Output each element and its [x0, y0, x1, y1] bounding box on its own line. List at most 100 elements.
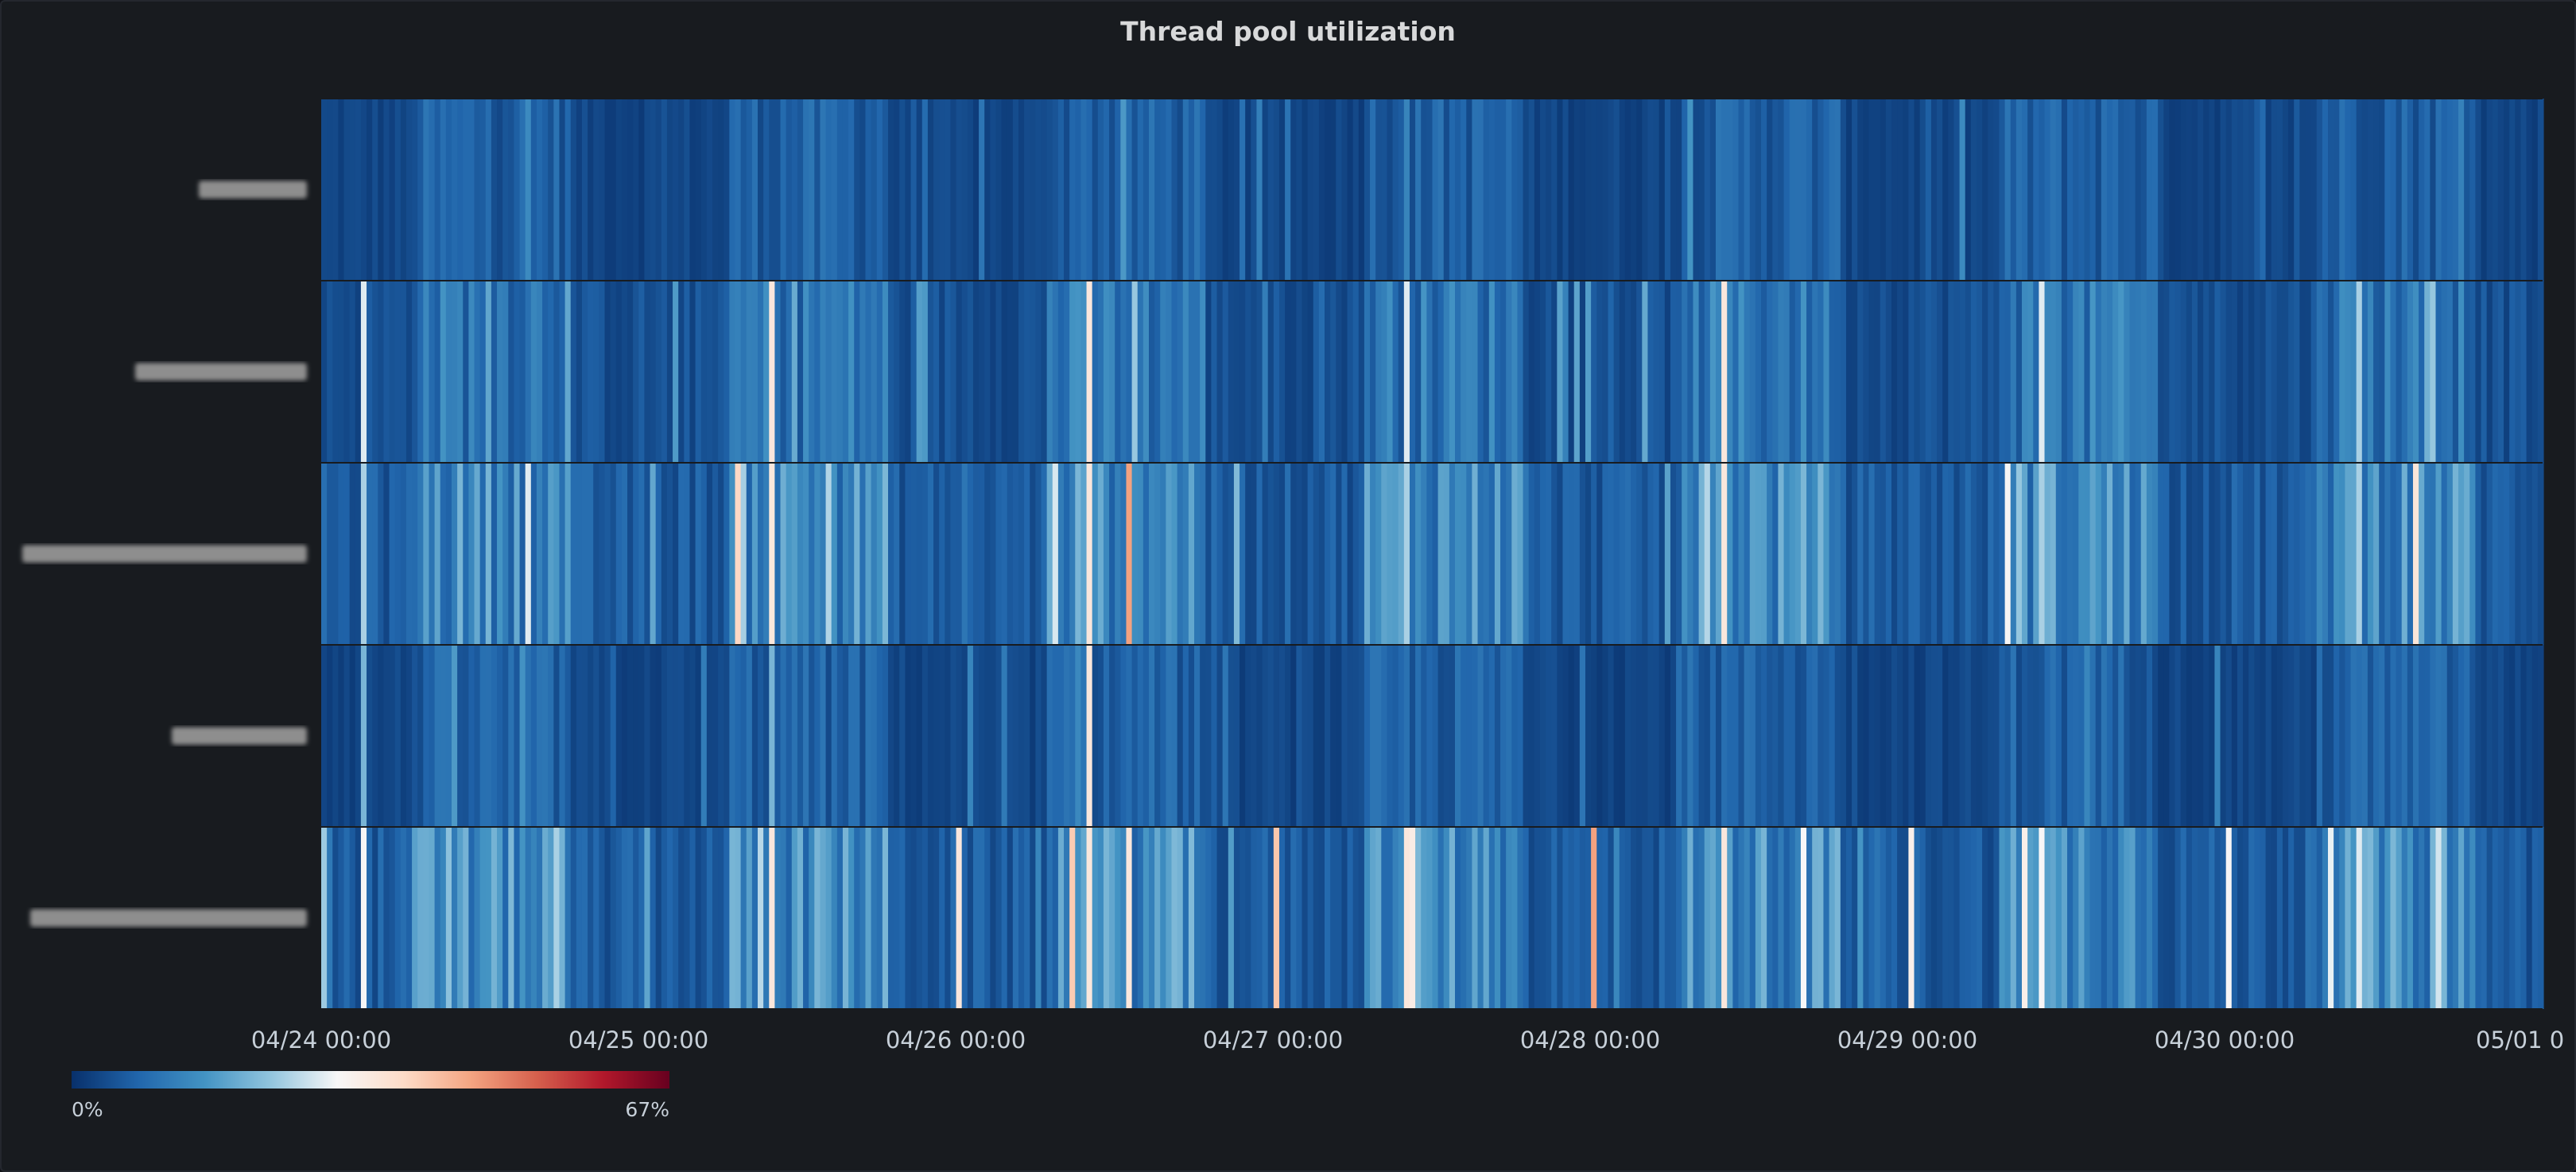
x-tick-label: 04/26 00:00: [886, 1026, 1026, 1054]
heatmap-cell: [2010, 645, 2017, 827]
heatmap-cell: [910, 827, 918, 1009]
heatmap-cell: [1534, 99, 1541, 281]
heatmap-cell: [1664, 281, 1671, 463]
heatmap-cell: [2039, 281, 2046, 463]
heatmap-cell: [2073, 827, 2079, 1009]
heatmap-cell: [1591, 827, 1597, 1009]
heatmap-cell: [1829, 281, 1836, 463]
heatmap-cell: [1205, 827, 1212, 1009]
heatmap-cell: [2401, 827, 2408, 1009]
heatmap-cell: [2294, 645, 2300, 827]
row-label-obscured: [172, 727, 307, 745]
heatmap-cell: [1126, 827, 1133, 1009]
heatmap-cell: [1256, 281, 1263, 463]
heatmap-cell: [1103, 463, 1110, 645]
heatmap-cell: [1908, 281, 1915, 463]
heatmap-cell: [1097, 281, 1104, 463]
heatmap-cell: [633, 827, 639, 1009]
heatmap-cell: [485, 827, 492, 1009]
heatmap-cell: [2367, 99, 2374, 281]
heatmap-cell: [1069, 99, 1076, 281]
heatmap-cell: [2520, 827, 2528, 1009]
heatmap-cell: [2055, 281, 2062, 463]
heatmap-cell: [1585, 99, 1592, 281]
heatmap-cell: [327, 645, 333, 827]
heatmap-cell: [1557, 645, 1564, 827]
heatmap-cell: [2407, 281, 2414, 463]
heatmap-cell: [1636, 645, 1643, 827]
heatmap-cell: [1868, 281, 1876, 463]
heatmap-cell: [2401, 99, 2408, 281]
heatmap-cell: [678, 463, 685, 645]
heatmap-cell: [933, 827, 940, 1009]
heatmap-cell: [378, 463, 385, 645]
heatmap-cell: [684, 645, 691, 827]
heatmap-cell: [1290, 827, 1297, 1009]
heatmap-cell: [836, 281, 844, 463]
heatmap-cell: [536, 645, 543, 827]
heatmap-cell: [1488, 645, 1496, 827]
heatmap-cell: [1523, 645, 1530, 827]
heatmap-cell: [2520, 645, 2528, 827]
heatmap-cell: [740, 99, 747, 281]
heatmap-cell: [1670, 99, 1677, 281]
heatmap-cell: [400, 463, 407, 645]
heatmap-cell: [933, 463, 940, 645]
heatmap-cell: [1109, 463, 1115, 645]
heatmap-cell: [876, 827, 883, 1009]
heatmap-cell: [2497, 281, 2504, 463]
heatmap-cell: [2151, 99, 2159, 281]
heatmap-cell: [1046, 827, 1053, 1009]
heatmap-cell: [1829, 99, 1836, 281]
heatmap-cell: [1806, 827, 1813, 1009]
heatmap-cell: [423, 463, 430, 645]
heatmap-cell: [548, 281, 554, 463]
heatmap-cell: [724, 827, 730, 1009]
heatmap-cell: [695, 99, 702, 281]
heatmap-cell: [2248, 645, 2255, 827]
heatmap-cell: [2044, 827, 2051, 1009]
heatmap-cell: [1585, 463, 1592, 645]
heatmap-cell: [570, 463, 577, 645]
heatmap-cell: [1528, 463, 1535, 645]
heatmap-cell: [576, 463, 583, 645]
heatmap-cell: [378, 281, 385, 463]
heatmap-cell: [763, 463, 770, 645]
heatmap-cell: [650, 827, 657, 1009]
heatmap-cell: [1057, 463, 1065, 645]
heatmap-cell: [661, 99, 668, 281]
heatmap-cell: [1370, 99, 1376, 281]
heatmap-cell: [644, 645, 651, 827]
heatmap-cell: [525, 463, 532, 645]
heatmap-cell: [1506, 827, 1512, 1009]
heatmap-cell: [405, 463, 413, 645]
heatmap-cell: [1228, 99, 1235, 281]
heatmap-cell: [1046, 645, 1053, 827]
heatmap-cell: [451, 99, 458, 281]
heatmap-cell: [2276, 463, 2283, 645]
heatmap-cell: [434, 463, 441, 645]
heatmap-cell: [1976, 827, 1983, 1009]
heatmap-cell: [1676, 463, 1682, 645]
heatmap-cell: [2118, 281, 2124, 463]
heatmap-cell: [1925, 99, 1932, 281]
heatmap-cell: [1619, 463, 1626, 645]
heatmap-cell: [2044, 463, 2051, 645]
heatmap-cell: [1602, 463, 1609, 645]
heatmap-cell: [1109, 645, 1115, 827]
heatmap-cell: [502, 827, 509, 1009]
heatmap-cell: [769, 827, 775, 1009]
heatmap-cell: [1472, 645, 1479, 827]
heatmap-cell: [1052, 645, 1059, 827]
heatmap-cell: [2350, 463, 2357, 645]
heatmap-cell: [2022, 645, 2028, 827]
heatmap-cell: [1608, 827, 1615, 1009]
heatmap-cell: [463, 645, 469, 827]
heatmap-cell: [2112, 463, 2119, 645]
heatmap-cell: [1551, 99, 1558, 281]
heatmap-cell: [2033, 645, 2039, 827]
heatmap-cell: [1579, 281, 1586, 463]
heatmap-cell: [1500, 463, 1507, 645]
heatmap-cell: [2061, 281, 2068, 463]
heatmap-cell: [1166, 281, 1173, 463]
